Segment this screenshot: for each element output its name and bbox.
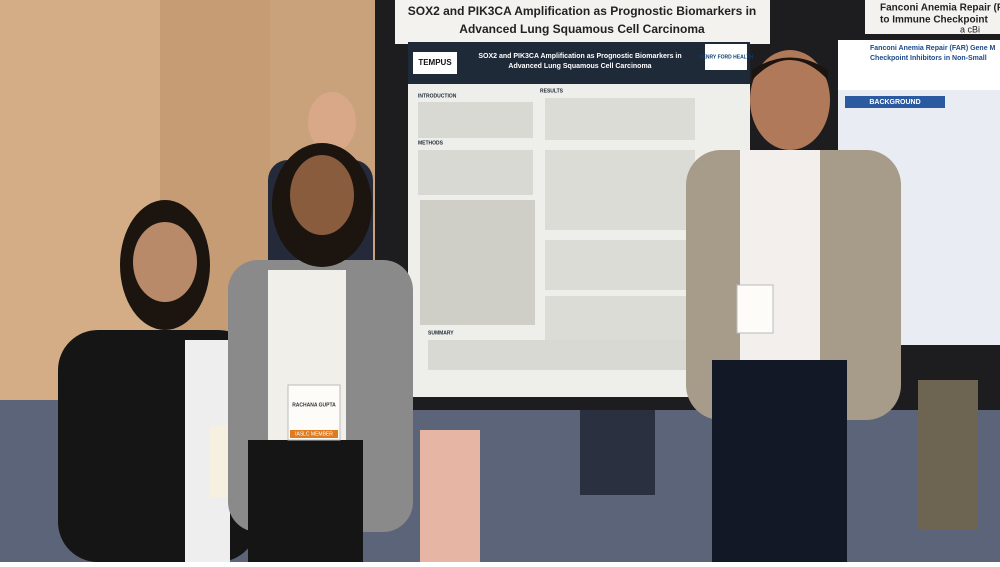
figure: [545, 98, 695, 140]
badge-member: IASLC MEMBER: [295, 431, 333, 437]
poster-header: [838, 40, 1000, 90]
sign-text: SOX2 and PIK3CA Amplification as Prognos…: [408, 4, 757, 18]
figure: [545, 150, 695, 230]
person-center: RACHANA GUPTA IASLC MEMBER: [228, 143, 413, 562]
person-right: [686, 50, 901, 562]
poster-title: Checkpoint Inhibitors in Non-Small: [870, 55, 987, 62]
logo: HENRY FORD HEALTH: [699, 54, 753, 60]
sign-text: a cBi: [960, 24, 980, 34]
figure: [545, 240, 695, 290]
sign-text: to Immune Checkpoint: [880, 15, 988, 26]
poster-title: SOX2 and PIK3CA Amplification as Prognos…: [478, 53, 681, 60]
poster-header: [408, 42, 750, 84]
section-bar: [845, 96, 945, 108]
section-heading: INTRODUCTION: [418, 93, 457, 99]
figure: [545, 296, 695, 341]
section-heading: SUMMARY: [428, 330, 454, 336]
section-heading: METHODS: [418, 140, 444, 146]
badge-name: RACHANA GUPTA: [292, 402, 336, 408]
logo: TEMPUS: [418, 58, 452, 67]
logo-box: [705, 44, 747, 70]
table: [420, 200, 535, 325]
poster-title: Advanced Lung Squamous Cell Carcinoma: [508, 63, 651, 70]
text-block: [418, 102, 533, 138]
legs-background: [420, 380, 978, 562]
sign-text: Fanconi Anemia Repair (FAR): [880, 3, 1000, 14]
logo-box: [413, 52, 457, 74]
text-block: [428, 340, 688, 370]
sign-text: Advanced Lung Squamous Cell Carcinoma: [459, 22, 705, 36]
section-heading: RESULTS: [540, 88, 564, 94]
sign: [865, 0, 1000, 34]
section-heading: BACKGROUND: [869, 99, 920, 106]
poster-title: Fanconi Anemia Repair (FAR) Gene M: [870, 45, 996, 52]
text-block: [418, 150, 533, 195]
sign: [395, 0, 770, 44]
